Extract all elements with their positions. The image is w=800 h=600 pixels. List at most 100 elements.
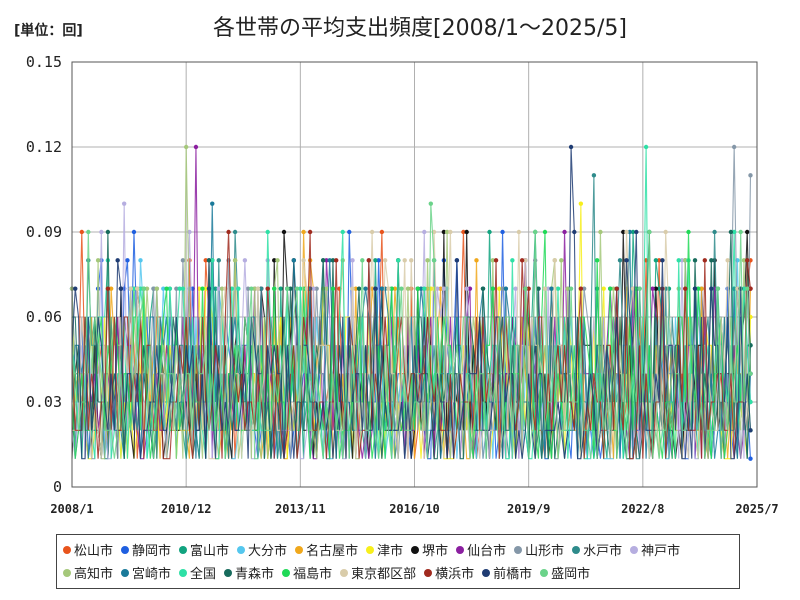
data-point — [647, 229, 652, 235]
legend-marker — [282, 568, 291, 577]
data-point — [174, 286, 179, 291]
data-point — [219, 286, 225, 291]
data-point — [741, 286, 747, 291]
legend-marker — [121, 568, 130, 577]
data-point — [748, 428, 753, 433]
data-point — [327, 258, 332, 263]
data-point — [454, 258, 460, 263]
data-point — [226, 229, 231, 235]
data-point — [389, 286, 394, 291]
data-point — [621, 229, 626, 235]
legend-label: 盛岡市 — [551, 567, 591, 582]
data-point — [464, 229, 469, 235]
data-point — [281, 229, 287, 235]
data-point — [523, 286, 528, 291]
data-point — [265, 286, 270, 291]
data-point — [725, 258, 730, 263]
data-point — [441, 229, 447, 235]
data-point — [591, 173, 597, 178]
legend-item: 青森市 — [224, 563, 274, 582]
data-point — [676, 258, 681, 263]
legend-marker — [340, 568, 349, 577]
data-point — [415, 286, 420, 291]
legend-marker — [411, 545, 420, 554]
data-point — [265, 229, 270, 235]
data-point — [464, 286, 469, 291]
data-point — [216, 286, 221, 291]
legend-marker — [237, 545, 246, 554]
data-point — [510, 258, 515, 263]
data-point — [431, 258, 437, 263]
data-point — [731, 144, 737, 150]
legend-item: 仙台市 — [456, 540, 506, 559]
legend-marker — [179, 545, 188, 554]
data-point — [546, 286, 551, 291]
data-point — [503, 286, 509, 291]
legend-item: 松山市 — [63, 540, 113, 559]
data-point — [683, 286, 688, 291]
legend-item: 横浜市 — [424, 563, 474, 582]
data-point — [272, 286, 277, 291]
data-point — [392, 286, 398, 291]
legend-label: 静岡市 — [132, 544, 172, 559]
data-point — [373, 258, 378, 263]
legend-label: 水戸市 — [583, 544, 623, 559]
legend-label: 松山市 — [74, 544, 114, 559]
data-point — [500, 229, 505, 235]
data-point — [474, 258, 479, 263]
data-point — [307, 229, 313, 235]
x-tick-label: 2008/1 — [50, 502, 93, 516]
data-point — [258, 286, 264, 291]
y-tick-label: 0.15 — [26, 53, 62, 71]
data-point — [709, 258, 714, 263]
data-point — [144, 286, 150, 291]
data-point — [663, 229, 668, 235]
data-point — [627, 229, 632, 235]
data-point — [340, 229, 345, 235]
data-point — [395, 258, 401, 263]
legend-marker — [179, 568, 188, 577]
line-chart: 0 0.03 0.06 0.09 0.12 0.15 2008/1 2010/12 2013/… — [26, 53, 779, 516]
data-point — [617, 258, 623, 263]
legend-label: 仙台市 — [467, 544, 507, 559]
data-point — [376, 258, 381, 263]
data-point — [441, 286, 447, 291]
data-point — [366, 258, 372, 263]
data-point — [128, 286, 133, 291]
data-point — [660, 286, 665, 291]
data-point — [353, 286, 358, 291]
legend-marker — [572, 545, 581, 554]
data-point — [200, 286, 205, 291]
series-layer — [69, 144, 753, 461]
data-point — [572, 229, 577, 235]
legend-marker — [224, 568, 233, 577]
legend-label: 前橋市 — [493, 567, 533, 582]
y-tick-label: 0.06 — [26, 308, 62, 326]
data-point — [614, 286, 619, 291]
data-point — [73, 286, 78, 291]
data-point — [232, 258, 238, 263]
legend-label: 津市 — [377, 544, 404, 559]
data-point — [382, 258, 388, 263]
x-tick-label: 2016/10 — [389, 502, 440, 516]
data-point — [428, 201, 434, 206]
data-point — [141, 286, 146, 291]
chart-title: 各世帯の平均支出頻度[2008/1～2025/5] — [213, 16, 627, 41]
data-point — [350, 258, 355, 263]
data-point — [611, 286, 616, 291]
x-tick-label: 2022/8 — [621, 502, 664, 516]
legend-label: 大分市 — [248, 544, 288, 559]
legend: 松山市 静岡市 富山市 大分市 名古屋市 津市 堺市 仙台市 山形市 水戸市 神戸市 高知市 宮崎市 全国… — [56, 534, 740, 589]
data-point — [350, 286, 355, 291]
data-point — [745, 258, 750, 263]
data-point — [151, 286, 156, 291]
legend-marker — [121, 545, 130, 554]
data-point — [242, 258, 248, 263]
data-point — [131, 229, 137, 235]
legend-label: 全国 — [190, 567, 217, 582]
data-point — [712, 229, 717, 235]
data-point — [105, 229, 111, 235]
data-point — [86, 229, 91, 235]
data-point — [699, 286, 704, 291]
data-point — [255, 286, 261, 291]
